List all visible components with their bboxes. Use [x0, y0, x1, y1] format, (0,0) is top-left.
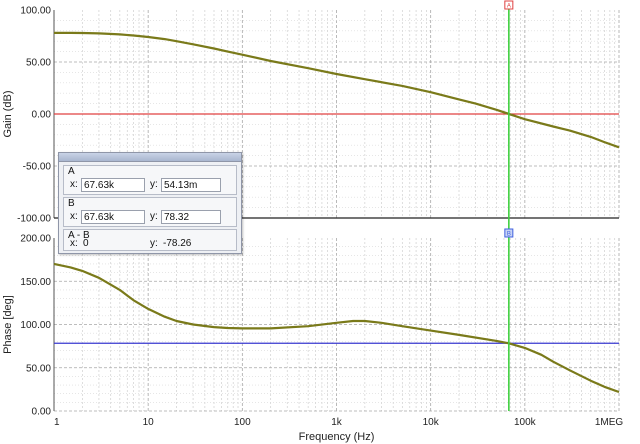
xtick-label: 1k — [331, 417, 343, 428]
cursor-a-label: A — [68, 166, 75, 177]
xtick-label: 100k — [514, 417, 537, 428]
cursor-a-x-field[interactable]: 67.63k — [81, 178, 145, 192]
xtick-label: 1MEG — [595, 417, 624, 428]
cursor-readout-panel[interactable]: A x: 67.63k y: 54.13m B x: 67.63k y: 78.… — [58, 152, 242, 254]
cursor-panel-titlebar[interactable] — [59, 153, 241, 162]
cursor-a-y-field[interactable]: 54.13m — [161, 178, 221, 192]
cursor-b-y-label: y: — [150, 211, 158, 222]
cursor-a-marker-label: A — [507, 4, 511, 10]
cursor-diff-label: A - B — [68, 230, 90, 241]
cursor-a-group: A x: 67.63k y: 54.13m — [63, 165, 237, 195]
gain-ytick-label: 100.00 — [20, 6, 51, 17]
cursor-b-label: B — [68, 198, 75, 209]
gain-ytick-label: 50.00 — [26, 58, 51, 69]
gain-series-line — [54, 31, 620, 149]
phase-panel: 200.00 150.00 100.00 50.00 0.00 Phase [deg] 1 1… — [2, 234, 623, 444]
gain-ytick-label: -50.00 — [23, 162, 52, 173]
xtick-label: 10 — [143, 417, 155, 428]
cursor-diff-x-value: 0 — [83, 238, 89, 249]
phase-ytick-label: 50.00 — [26, 363, 51, 374]
cursor-diff-group: A - B x: 0 y: -78.26 — [63, 229, 237, 251]
xtick-label: 10k — [423, 417, 440, 428]
phase-ylabel: Phase [deg] — [2, 295, 14, 354]
phase-ytick-label: 150.00 — [20, 277, 51, 288]
cursor-a-y-label: y: — [150, 179, 158, 190]
gain-ylabel: Gain (dB) — [2, 90, 14, 137]
phase-series-line — [53, 262, 620, 394]
cursor-b-x-label: x: — [70, 211, 78, 222]
xlabel: Frequency (Hz) — [299, 431, 375, 443]
gain-ytick-label: -100.00 — [17, 214, 51, 225]
xtick-label: 1 — [54, 417, 60, 428]
cursor-b-group: B x: 67.63k y: 78.32 — [63, 197, 237, 227]
phase-ytick-label: 100.00 — [20, 320, 51, 331]
cursor-b-marker — [504, 228, 514, 238]
gain-ytick-label: 0.00 — [32, 110, 52, 121]
cursor-b-marker-label: B — [507, 232, 511, 238]
cursor-diff-y-label: y: — [150, 238, 158, 249]
cursor-diff-x-label: x: — [70, 238, 78, 249]
phase-ytick-label: 0.00 — [32, 407, 52, 418]
xtick-label: 100 — [234, 417, 251, 428]
cursor-b-y-field[interactable]: 78.32 — [161, 210, 221, 224]
phase-ytick-label: 200.00 — [20, 234, 51, 245]
cursor-a-marker — [504, 0, 514, 10]
cursor-b-x-field[interactable]: 67.63k — [81, 210, 145, 224]
cursor-a-x-label: x: — [70, 179, 78, 190]
cursor-diff-y-value: -78.26 — [163, 238, 192, 249]
